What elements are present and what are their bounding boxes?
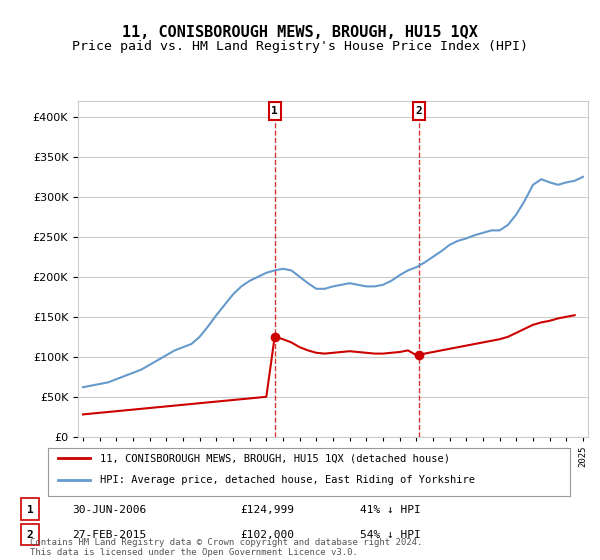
Text: £124,999: £124,999 [240,505,294,515]
FancyBboxPatch shape [269,102,281,120]
Text: Contains HM Land Registry data © Crown copyright and database right 2024.
This d: Contains HM Land Registry data © Crown c… [30,538,422,557]
FancyBboxPatch shape [21,524,39,545]
Text: £102,000: £102,000 [240,530,294,540]
Text: 11, CONISBOROUGH MEWS, BROUGH, HU15 1QX (detached house): 11, CONISBOROUGH MEWS, BROUGH, HU15 1QX … [100,454,450,464]
Text: 54% ↓ HPI: 54% ↓ HPI [360,530,421,540]
Text: 1: 1 [26,505,34,515]
FancyBboxPatch shape [413,102,425,120]
Text: 2: 2 [26,530,34,540]
Text: 2: 2 [415,106,422,116]
Text: 30-JUN-2006: 30-JUN-2006 [72,505,146,515]
Text: HPI: Average price, detached house, East Riding of Yorkshire: HPI: Average price, detached house, East… [100,475,475,486]
Text: 41% ↓ HPI: 41% ↓ HPI [360,505,421,515]
FancyBboxPatch shape [21,498,39,520]
Text: 1: 1 [271,106,278,116]
Text: Price paid vs. HM Land Registry's House Price Index (HPI): Price paid vs. HM Land Registry's House … [72,40,528,53]
Text: 11, CONISBOROUGH MEWS, BROUGH, HU15 1QX: 11, CONISBOROUGH MEWS, BROUGH, HU15 1QX [122,25,478,40]
Text: 27-FEB-2015: 27-FEB-2015 [72,530,146,540]
